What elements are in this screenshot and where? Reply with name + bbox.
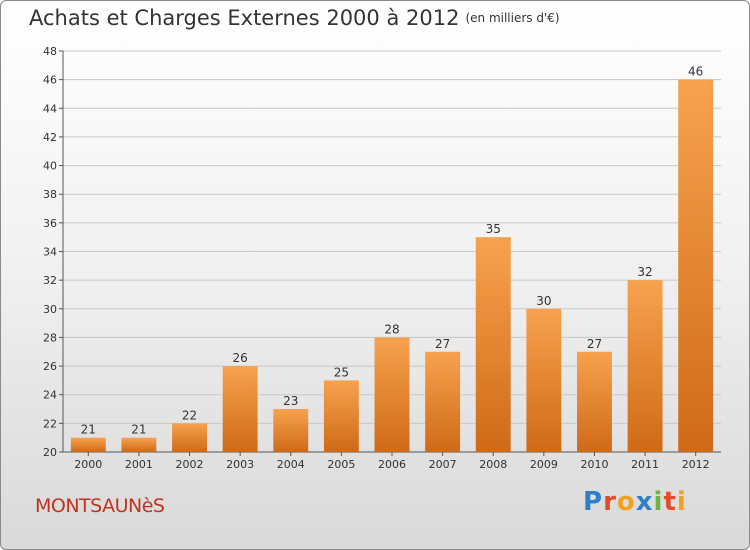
y-tick-label: 20 bbox=[43, 446, 57, 459]
bar bbox=[323, 380, 359, 452]
logo-letter: P bbox=[583, 487, 604, 517]
labels: 20 22 24 26 28 30 32 34 36 38 40 42 44 46 48 2000 21 2001… bbox=[43, 45, 710, 471]
bars bbox=[70, 79, 714, 453]
proxiti-logo[interactable]: Proxiti bbox=[583, 487, 687, 517]
bar-value-label: 28 bbox=[384, 322, 399, 336]
bar-value-label: 35 bbox=[486, 222, 501, 236]
x-tick-label: 2012 bbox=[682, 458, 710, 471]
bar bbox=[425, 351, 461, 452]
y-tick-label: 22 bbox=[43, 417, 57, 430]
bar-value-label: 32 bbox=[637, 265, 652, 279]
logo-letter: r bbox=[603, 487, 617, 517]
logo-letter: x bbox=[635, 487, 654, 517]
bar bbox=[374, 337, 410, 452]
bar bbox=[627, 280, 663, 452]
y-tick-label: 32 bbox=[43, 274, 57, 287]
x-tick-label: 2009 bbox=[530, 458, 558, 471]
y-tick-label: 30 bbox=[43, 303, 57, 316]
bar bbox=[576, 351, 612, 452]
x-tick-label: 2004 bbox=[277, 458, 305, 471]
bar bbox=[172, 423, 208, 452]
bar-value-label: 27 bbox=[587, 337, 602, 351]
chart-title: Achats et Charges Externes 2000 à 2012 (e… bbox=[29, 6, 560, 30]
bar-value-label: 22 bbox=[182, 408, 197, 422]
y-tick-label: 44 bbox=[43, 102, 57, 115]
bar-value-label: 21 bbox=[131, 423, 146, 437]
x-tick-label: 2002 bbox=[176, 458, 204, 471]
x-tick-label: 2007 bbox=[429, 458, 457, 471]
x-tick-label: 2006 bbox=[378, 458, 406, 471]
y-tick-label: 40 bbox=[43, 160, 57, 173]
bar bbox=[526, 308, 562, 452]
x-tick-label: 2005 bbox=[327, 458, 355, 471]
bar bbox=[121, 437, 157, 452]
bar bbox=[678, 79, 714, 453]
y-tick-label: 24 bbox=[43, 389, 57, 402]
chart-title-text: Achats et Charges Externes 2000 à 2012 bbox=[29, 6, 460, 30]
bar bbox=[273, 409, 309, 452]
bar bbox=[70, 437, 106, 452]
logo-letter: t bbox=[663, 487, 677, 517]
x-tick-label: 2000 bbox=[74, 458, 102, 471]
y-tick-label: 38 bbox=[43, 188, 57, 201]
bar-value-label: 25 bbox=[334, 365, 349, 379]
location-name: MONTSAUNèS bbox=[35, 495, 165, 517]
x-tick-label: 2003 bbox=[226, 458, 254, 471]
y-tick-label: 26 bbox=[43, 360, 57, 373]
y-tick-label: 28 bbox=[43, 331, 57, 344]
bar-value-label: 30 bbox=[536, 294, 551, 308]
x-tick-label: 2010 bbox=[580, 458, 608, 471]
bar bbox=[222, 366, 258, 452]
y-tick-label: 46 bbox=[43, 74, 57, 87]
bar-value-label: 46 bbox=[688, 65, 703, 79]
bar-value-label: 27 bbox=[435, 337, 450, 351]
y-tick-label: 48 bbox=[43, 45, 57, 58]
y-tick-label: 36 bbox=[43, 217, 57, 230]
bar-value-label: 26 bbox=[233, 351, 248, 365]
x-tick-label: 2008 bbox=[479, 458, 507, 471]
bar bbox=[475, 237, 511, 452]
y-tick-label: 42 bbox=[43, 131, 57, 144]
logo-letter: i bbox=[676, 487, 687, 517]
y-tick-label: 34 bbox=[43, 246, 57, 259]
chart-subtitle: (en milliers d'€) bbox=[465, 11, 560, 25]
bar-value-label: 23 bbox=[283, 394, 298, 408]
x-tick-label: 2011 bbox=[631, 458, 659, 471]
logo-letter: o bbox=[616, 487, 636, 517]
logo-letter: i bbox=[653, 487, 664, 517]
x-tick-label: 2001 bbox=[125, 458, 153, 471]
bar-value-label: 21 bbox=[81, 423, 96, 437]
